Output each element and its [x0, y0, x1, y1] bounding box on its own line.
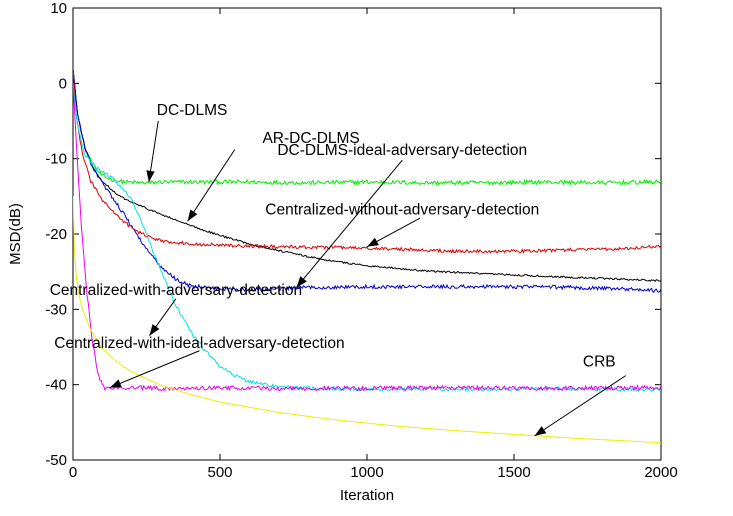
x-tick-label: 2000 — [644, 464, 677, 481]
series-line-centralized-without-adversary-detection — [73, 68, 661, 255]
annotation-arrowhead — [534, 426, 547, 436]
x-tick-label: 0 — [69, 464, 77, 481]
x-tick-label: 1500 — [497, 464, 530, 481]
annotation-arrowhead — [367, 237, 379, 247]
annotation-arrow-line — [109, 350, 200, 389]
annotation-label: DC-DLMS — [157, 102, 228, 119]
y-tick-label: -20 — [45, 226, 67, 243]
series-line-ar-dc-dlms — [73, 68, 661, 283]
y-tick-label: -40 — [45, 377, 67, 394]
annotation-arrowhead — [187, 209, 198, 222]
annotation-label: AR-DC-DLMS — [262, 130, 359, 147]
annotation-arrowhead — [109, 379, 122, 388]
y-axis: 10 0 -10 -20 -30 -40 -50 — [45, 0, 661, 469]
annotation-arrowhead — [149, 324, 160, 336]
x-axis-label: Iteration — [340, 487, 394, 504]
y-tick-label: -10 — [45, 151, 67, 168]
series-line-dc-dlms — [73, 68, 661, 187]
y-tick-label: -50 — [45, 452, 67, 469]
y-axis-label: MSD(dB) — [7, 203, 24, 265]
annotation-arrow-line — [534, 375, 626, 437]
annotation-arrowhead — [296, 276, 307, 288]
y-tick-label: 0 — [59, 75, 67, 92]
annotations-group: DC-DLMS AR-DC-DLMSDC-DLMS-ideal-adversary… — [50, 102, 626, 437]
annotation-label: Centralized-with-adversary-detection — [50, 282, 302, 299]
series-line-dc-dlms-ideal-adversary-detection — [73, 68, 661, 293]
annotation-arrow-line — [296, 159, 403, 288]
x-tick-label: 1000 — [350, 464, 383, 481]
annotation-label: Centralized-without-adversary-detection — [265, 201, 539, 218]
annotation-arrowhead — [146, 170, 155, 183]
x-tick-label: 500 — [207, 464, 232, 481]
annotation-label: CRB — [583, 354, 616, 371]
y-tick-label: -30 — [45, 301, 67, 318]
series-group — [73, 68, 661, 444]
plot-area — [72, 7, 662, 461]
series-line-crb — [73, 196, 661, 444]
y-tick-label: 10 — [50, 0, 67, 17]
annotation-arrow-line — [187, 149, 236, 222]
annotation-label: DC-DLMS-ideal-adversary-detection — [277, 142, 527, 159]
annotation-label: Centralized-with-ideal-adversary-detecti… — [54, 335, 344, 352]
x-axis: 0 500 1000 1500 2000 — [69, 8, 678, 481]
